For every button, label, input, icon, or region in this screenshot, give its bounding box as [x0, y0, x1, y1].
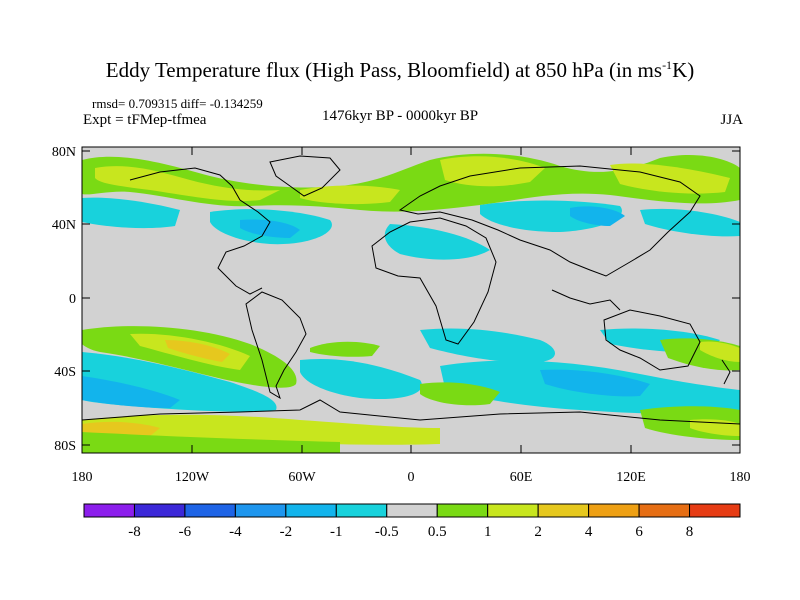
band-antarctic-green	[82, 432, 340, 453]
x-label-180w: 180	[72, 470, 93, 485]
colorbar-label: 1	[484, 524, 492, 540]
band-north-yellow-1	[95, 166, 280, 202]
colorbar: -8 -6 -4 -2 -1 -0.5 0.5 1 2 4 6 8	[83, 503, 741, 540]
colorbar-swatch	[184, 503, 236, 518]
colorbar-swatch	[386, 503, 438, 518]
band-antarctic-yellow	[82, 414, 440, 445]
experiment-label: Expt = tFMep-tfmea	[83, 112, 207, 128]
patch-nz-yellow	[700, 341, 740, 362]
patch-asia-blue	[570, 206, 625, 226]
x-label-180e: 180	[730, 470, 751, 485]
band-north-yellow-4	[300, 185, 400, 205]
colorbar-swatch	[234, 503, 287, 518]
coast-antarctica	[82, 399, 740, 425]
colorbar-label: -8	[128, 524, 141, 540]
colorbar-swatch	[285, 503, 337, 518]
x-label-60e: 60E	[510, 470, 533, 485]
colorbar-label: -1	[330, 524, 343, 540]
patch-satlantic-green	[310, 341, 380, 357]
patch-natlantic-blue	[240, 219, 300, 238]
colorbar-label: -4	[229, 524, 242, 540]
coastlines	[82, 155, 740, 425]
coast-africa	[371, 217, 497, 345]
colorbar-swatch	[588, 503, 640, 518]
patch-sindian-green	[420, 382, 500, 406]
y-label-80n: 80N	[52, 145, 76, 160]
y-label-80s: 80S	[54, 439, 76, 454]
y-label-40s: 40S	[54, 365, 76, 380]
patch-sindian-blue	[540, 369, 650, 397]
patch-sindian-cyan-1	[420, 328, 555, 363]
flux-field	[82, 153, 740, 453]
colorbar-swatch	[638, 503, 691, 518]
season-label: JJA	[720, 112, 743, 128]
colorbar-swatch	[83, 503, 135, 518]
band-south-pacific-orange	[165, 340, 230, 362]
band-north-yellow-2	[440, 156, 545, 187]
colorbar-swatch	[537, 503, 590, 518]
patch-npacific-east-cyan	[640, 208, 740, 237]
colorbar-swatch	[436, 503, 489, 518]
colorbar-label: 4	[585, 524, 593, 540]
coast-north-america	[129, 167, 271, 295]
band-antarctic-orange	[82, 421, 160, 436]
period-label: 1476kyr BP - 0000kyr BP	[321, 108, 479, 124]
stats-text: rmsd= 0.709315 diff= -0.134259	[92, 96, 263, 111]
coast-greenland	[269, 155, 341, 197]
band-south-pacific-blue	[82, 376, 180, 408]
coast-indonesia	[551, 289, 621, 311]
coast-australia	[603, 309, 701, 371]
coast-new-zealand	[721, 359, 731, 385]
colorbar-label: 8	[686, 524, 694, 540]
y-label-40n: 40N	[52, 218, 76, 233]
colorbar-label: -0.5	[375, 524, 399, 540]
x-label-0: 0	[408, 470, 415, 485]
colorbar-swatch	[487, 503, 539, 518]
colorbar-swatch	[689, 503, 741, 518]
x-label-60w: 60W	[288, 470, 316, 485]
x-ticks	[81, 147, 741, 453]
colorbar-swatch	[133, 503, 186, 518]
colorbar-label: -6	[179, 524, 192, 540]
map-title: Eddy Temperature flux (High Pass, Bloomf…	[105, 58, 695, 82]
x-label-120w: 120W	[175, 470, 210, 485]
x-label-120e: 120E	[616, 470, 646, 485]
patch-satlantic-cyan	[300, 358, 422, 400]
patch-sahara-cyan	[384, 224, 490, 260]
colorbar-label: 2	[534, 524, 542, 540]
y-label-0: 0	[69, 292, 76, 307]
y-ticks	[82, 150, 740, 446]
band-north-yellow-3	[610, 163, 730, 194]
coast-eurasia	[398, 165, 701, 277]
colorbar-label: 0.5	[428, 524, 447, 540]
colorbar-label: 6	[635, 524, 643, 540]
colorbar-label: -2	[280, 524, 293, 540]
coast-south-america	[245, 291, 307, 400]
colorbar-swatch	[335, 503, 388, 518]
patch-npacific-cyan	[82, 197, 180, 229]
